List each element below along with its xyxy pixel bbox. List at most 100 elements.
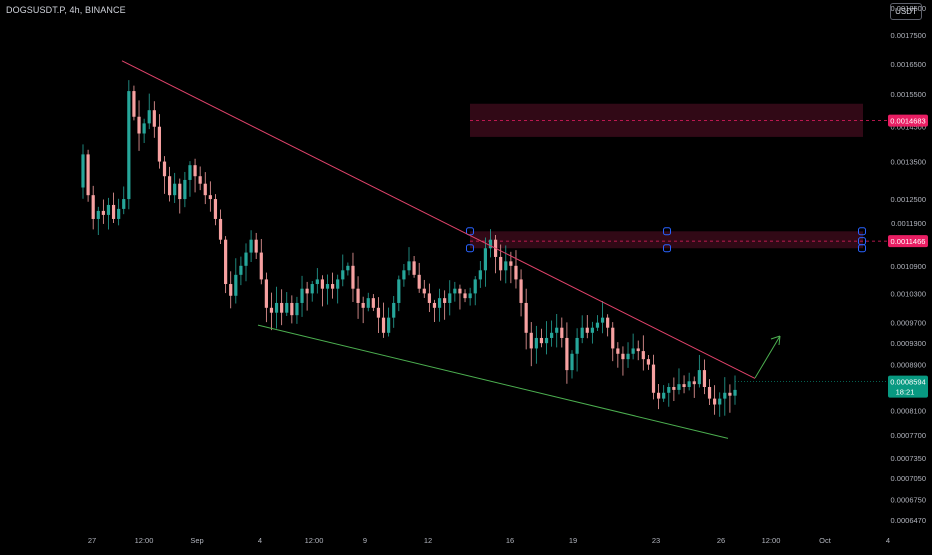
candle bbox=[244, 252, 248, 266]
zone-price-label: 0.0014683 bbox=[890, 117, 925, 126]
candle bbox=[687, 381, 691, 388]
candle bbox=[106, 204, 111, 215]
y-tick-label: 0.0014500 bbox=[891, 123, 926, 132]
ticker-label: DOGSUSDT.P, 4h, BINANCE bbox=[6, 5, 126, 15]
y-tick-label: 0.0009700 bbox=[891, 319, 926, 328]
candle bbox=[427, 293, 431, 303]
zone-handle bbox=[858, 237, 866, 246]
x-tick-label: 4 bbox=[886, 536, 890, 545]
candle bbox=[555, 327, 559, 333]
candle bbox=[437, 298, 442, 308]
candle bbox=[636, 348, 640, 352]
candle bbox=[662, 392, 666, 399]
candle bbox=[264, 279, 268, 308]
candle bbox=[366, 298, 370, 308]
candle bbox=[514, 265, 518, 280]
supply-zone bbox=[470, 103, 863, 137]
y-tick-label: 0.0007050 bbox=[891, 474, 926, 483]
candle bbox=[519, 279, 523, 303]
y-tick-label: 0.0016500 bbox=[891, 60, 926, 69]
candle bbox=[682, 384, 686, 388]
y-tick-label: 0.0006470 bbox=[891, 516, 926, 525]
candle bbox=[595, 322, 600, 328]
candle bbox=[488, 239, 493, 249]
candle bbox=[81, 154, 85, 188]
candle bbox=[157, 126, 162, 162]
x-tick-label: 9 bbox=[363, 536, 367, 545]
y-tick-label: 0.0008900 bbox=[891, 361, 926, 370]
candle bbox=[509, 261, 513, 266]
candle bbox=[341, 270, 345, 280]
current-price-label: 0.0008594 bbox=[890, 378, 925, 387]
x-tick-label: 26 bbox=[717, 536, 725, 545]
candle bbox=[142, 123, 146, 134]
candle bbox=[458, 288, 462, 294]
candle bbox=[336, 279, 340, 289]
candle bbox=[621, 353, 625, 360]
currency-button[interactable]: USDT bbox=[890, 3, 922, 20]
candle bbox=[560, 327, 564, 338]
candle bbox=[407, 261, 411, 271]
candle bbox=[473, 279, 477, 294]
y-tick-label: 0.0018500 bbox=[891, 4, 926, 13]
candle bbox=[422, 288, 426, 294]
y-tick-label: 0.0008100 bbox=[891, 406, 926, 415]
y-tick-label: 0.0007350 bbox=[891, 454, 926, 463]
candle bbox=[111, 204, 116, 219]
candle bbox=[697, 370, 701, 385]
candle bbox=[626, 353, 630, 360]
candle bbox=[101, 210, 105, 215]
candle bbox=[575, 337, 579, 354]
candle bbox=[351, 265, 355, 289]
countdown-label: 18:21 bbox=[896, 388, 915, 397]
candle bbox=[534, 337, 538, 349]
zone-handle bbox=[858, 227, 866, 236]
candle bbox=[397, 279, 401, 303]
candle bbox=[483, 248, 488, 271]
zone-handle bbox=[663, 227, 671, 236]
candle bbox=[443, 298, 447, 303]
y-tick-label: 0.0017500 bbox=[891, 31, 926, 40]
x-tick-label: 12:00 bbox=[762, 536, 781, 545]
candle bbox=[122, 199, 126, 209]
candle bbox=[651, 364, 656, 393]
candle bbox=[249, 239, 253, 253]
candle bbox=[677, 384, 681, 390]
candle bbox=[499, 256, 503, 271]
candle bbox=[178, 183, 182, 200]
candle bbox=[280, 302, 284, 313]
candle bbox=[463, 293, 467, 299]
candle bbox=[692, 381, 696, 385]
candle bbox=[631, 348, 635, 354]
candle bbox=[672, 387, 676, 390]
candle bbox=[376, 307, 381, 318]
candle bbox=[305, 288, 309, 294]
candle bbox=[325, 284, 330, 289]
candle bbox=[539, 337, 544, 344]
x-tick-label: 16 bbox=[506, 536, 514, 545]
candle bbox=[290, 302, 294, 316]
candle bbox=[239, 265, 243, 275]
candle bbox=[641, 351, 645, 360]
candle bbox=[606, 317, 610, 328]
candle bbox=[193, 165, 197, 177]
x-tick-label: 4 bbox=[258, 536, 262, 545]
candle bbox=[550, 332, 554, 338]
candle bbox=[320, 279, 325, 289]
candle bbox=[656, 392, 661, 399]
candle bbox=[707, 387, 712, 399]
y-tick-label: 0.0010900 bbox=[891, 262, 926, 271]
candle bbox=[448, 293, 452, 303]
candle bbox=[478, 270, 482, 280]
candle bbox=[254, 239, 258, 253]
candle bbox=[188, 165, 192, 180]
candle bbox=[310, 284, 314, 294]
candle bbox=[580, 327, 584, 338]
candle bbox=[544, 337, 549, 344]
candle bbox=[417, 274, 421, 289]
zone-handle bbox=[663, 244, 671, 253]
candle bbox=[361, 302, 365, 308]
candle bbox=[529, 332, 533, 349]
